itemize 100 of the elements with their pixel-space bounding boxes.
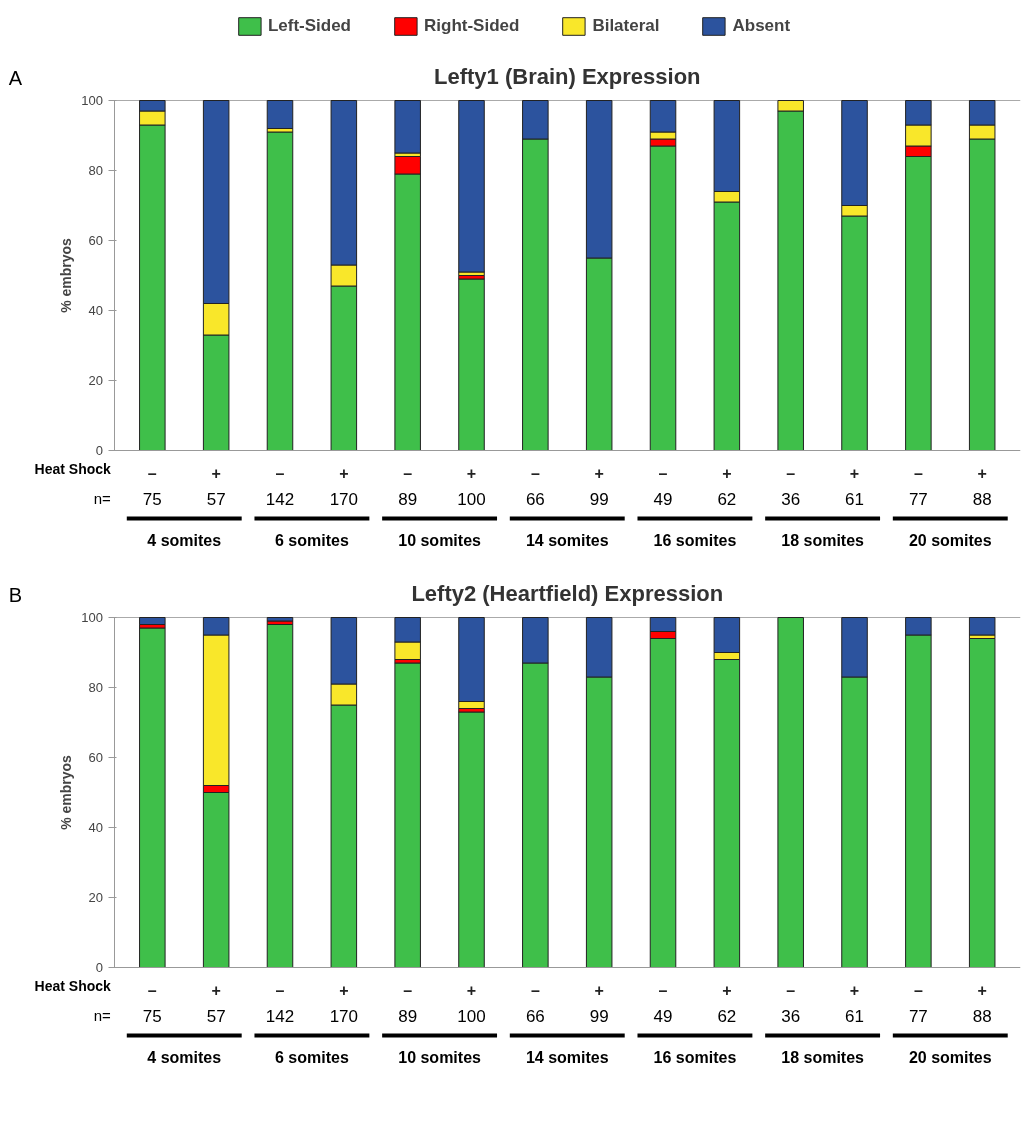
text: 142 [265,1006,295,1026]
x-tick-label: + [977,981,987,999]
bar [394,662,421,968]
bar [968,617,996,636]
y-tick-label: 100 [81,610,104,625]
y-tick-label: 0 [95,443,104,458]
bar [458,711,485,968]
text: A [8,66,23,89]
x-tick-label: – [403,464,413,482]
text: 18 somites [781,532,865,549]
bar [458,278,485,451]
text: 89 [398,489,418,509]
text: 77 [908,1006,928,1026]
x-tick-label: – [786,981,796,999]
bar [777,617,804,968]
y-tick-label: 20 [88,373,104,388]
text: 88 [972,489,992,509]
text: n= [93,490,112,507]
y-tick-label: 40 [88,820,104,835]
text: 66 [525,1006,545,1026]
y-tick-label: 80 [88,163,104,178]
x-tick-label: + [722,464,732,482]
bar [139,627,166,968]
x-tick-label: – [913,981,923,999]
y-tick-label: 80 [88,680,104,695]
x-tick-label: – [913,464,923,482]
text: 20 somites [908,1049,992,1066]
bar [266,100,294,129]
x-axis-title: Heat Shock [34,460,112,477]
legend-label: Left-Sided [267,16,351,36]
text: B [8,583,23,606]
x-tick-label: + [339,981,349,999]
x-tick-label: + [466,464,477,482]
x-tick-label: – [275,464,285,482]
legend-label: Right-Sided [424,16,520,36]
text: 99 [589,1006,609,1026]
y-tick-label: 100 [81,93,104,108]
text: 88 [972,1006,992,1026]
y-tick-label: 60 [88,750,104,765]
text: 14 somites [525,532,609,549]
x-tick-label: – [530,981,540,999]
text: 10 somites [398,1049,482,1066]
x-tick-label: + [977,464,987,482]
bar [139,617,166,625]
chart-title: Lefty2 (Heartfield) Expression [411,580,724,606]
x-tick-label: + [849,464,860,482]
y-tick-label: 0 [95,960,104,975]
text: 62 [717,1006,737,1026]
text: 61 [845,489,864,509]
text: 100 [457,489,486,509]
x-tick-label: + [211,464,221,482]
x-tick-label: – [658,464,668,482]
x-tick-label: – [403,981,413,999]
text: 100 [457,1006,486,1026]
text: 66 [525,489,545,509]
text: 89 [398,1006,418,1026]
text: 4 somites [147,532,222,549]
text: 77 [908,489,928,509]
text: 49 [653,489,673,509]
chart-title: Lefty1 (Brain) Expression [434,63,701,89]
y-tick-label: 40 [88,303,104,318]
bar [266,624,294,968]
legend-label: Absent [732,16,791,36]
text: n= [93,1007,112,1024]
x-tick-label: + [849,981,860,999]
text: 6 somites [275,532,349,549]
x-tick-label: + [594,464,604,482]
x-tick-label: + [339,464,349,482]
x-tick-label: + [722,981,732,999]
text: 142 [265,489,295,509]
x-tick-label: – [275,981,285,999]
x-tick-label: – [147,464,157,482]
bar [968,638,996,968]
text: 4 somites [147,1049,222,1066]
x-axis-title: Heat Shock [34,977,112,994]
x-tick-label: – [147,981,157,999]
y-axis-title: % embryos [57,237,74,313]
text: 170 [329,489,359,509]
x-tick-label: – [530,464,540,482]
y-tick-label: 60 [88,233,104,248]
text: 57 [206,489,226,509]
text: 170 [329,1006,359,1026]
bar [394,100,421,154]
text: 10 somites [398,532,482,549]
text: 61 [845,1006,864,1026]
text: 57 [206,1006,226,1026]
x-tick-label: + [594,981,604,999]
x-tick-label: + [211,981,221,999]
x-tick-label: – [786,464,796,482]
text: 36 [781,489,801,509]
text: 36 [781,1006,801,1026]
text: 75 [142,489,162,509]
text: 16 somites [653,532,737,549]
x-tick-label: – [658,981,668,999]
x-tick-label: + [466,981,477,999]
y-axis-title: % embryos [57,754,74,830]
text: 99 [589,489,609,509]
text: 20 somites [908,532,992,549]
y-tick-label: 20 [88,890,104,905]
text: 16 somites [653,1049,737,1066]
